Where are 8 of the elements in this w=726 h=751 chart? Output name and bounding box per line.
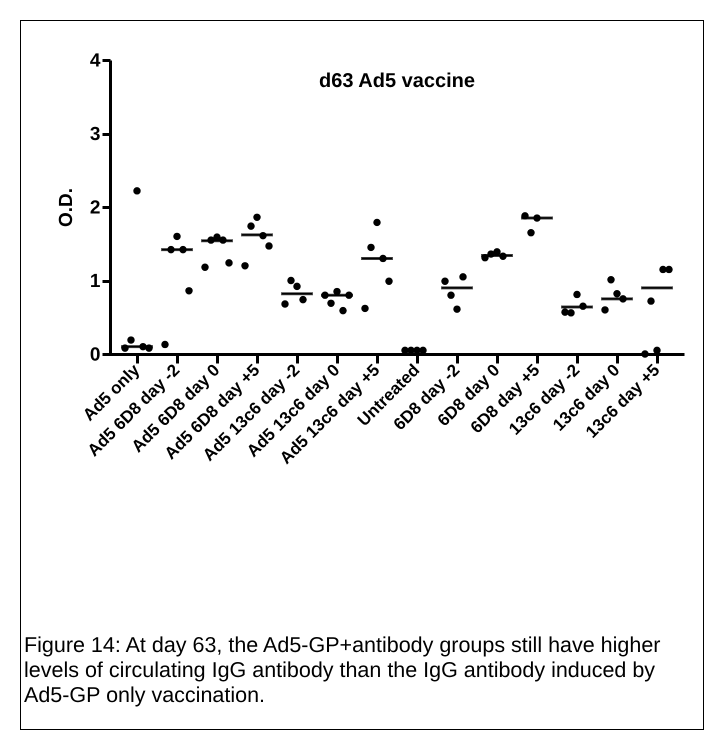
y-tick-label: 4 <box>90 50 101 72</box>
y-axis-title: O.D. <box>56 188 77 228</box>
y-tick-label: 2 <box>90 198 100 218</box>
text: d63 Ad5 vaccine <box>318 70 476 92</box>
y-tick-label: 1 <box>90 271 101 292</box>
y-tick-label: 3 <box>90 124 100 145</box>
y-tick-label: 0 <box>90 344 100 366</box>
caption: Figure 14: At day 63, the Ad5-GP+antibody groups still have higher levels of circulating IgG antibody than the IgG antibody induced by Ad5-GP only vaccination. <box>24 633 662 708</box>
